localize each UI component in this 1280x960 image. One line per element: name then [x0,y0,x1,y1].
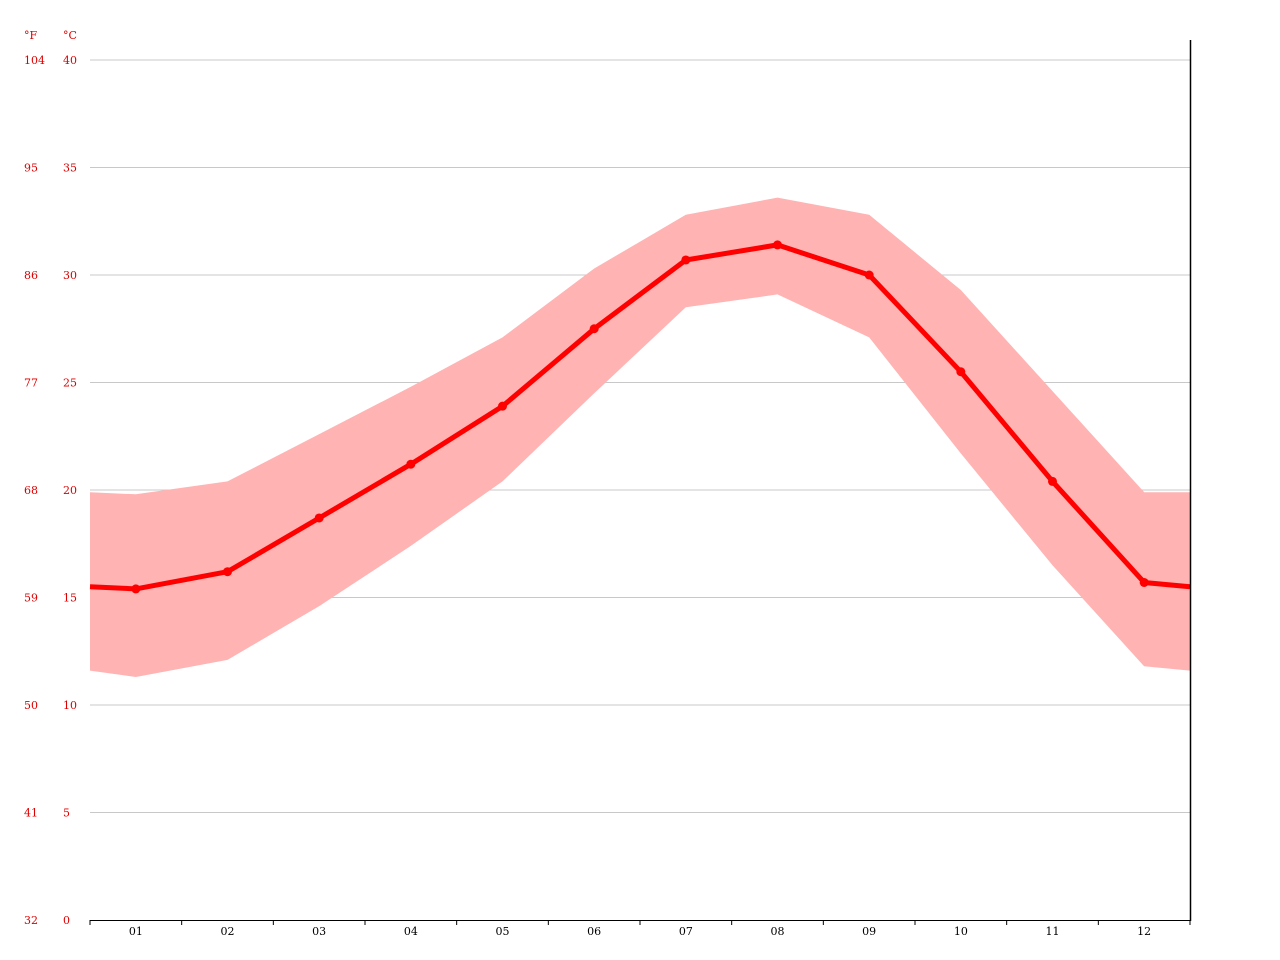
y-tick-celsius: 10 [63,699,77,712]
y-tick-fahrenheit: 77 [24,377,38,390]
x-tick-label: 02 [221,925,235,938]
x-tick-label: 09 [862,925,876,938]
data-point [314,513,324,523]
y-tick-celsius: 25 [63,377,77,390]
y-tick-celsius: 40 [63,54,77,67]
y-tick-celsius: 15 [63,592,77,605]
data-point [681,255,691,265]
y-tick-fahrenheit: 50 [24,699,38,712]
x-tick-label: 04 [404,925,418,938]
y-tick-celsius: 30 [63,269,77,282]
fahrenheit-unit-label: °F [24,29,38,42]
y-tick-celsius: 0 [63,914,70,927]
x-tick-label: 12 [1137,925,1151,938]
range-band [90,197,1190,677]
x-tick-label: 01 [129,925,143,938]
temperature-range-band [90,197,1190,677]
data-point [406,459,416,469]
data-point [589,324,599,334]
y-tick-fahrenheit: 59 [24,592,38,605]
mean-temperature-points [131,240,1149,594]
data-point [1139,577,1149,587]
x-tick-label: 05 [496,925,510,938]
y-tick-celsius: 5 [63,807,70,820]
y-axis-labels: °F °C 0 32 5 41 10 50 15 59 20 68 25 77 30 86 35 95 40 10… [24,29,77,927]
y-tick-fahrenheit: 68 [24,484,38,497]
data-point [131,584,141,594]
y-tick-fahrenheit: 95 [24,162,38,175]
y-tick-celsius: 35 [63,162,77,175]
x-tick-label: 03 [312,925,326,938]
data-point [864,270,874,280]
x-tick-label: 10 [954,925,968,938]
data-point [1048,476,1057,486]
data-point [498,401,507,411]
x-tick-label: 11 [1046,925,1060,938]
y-tick-fahrenheit: 104 [24,54,45,67]
data-point [773,240,782,250]
x-tick-label: 07 [679,925,693,938]
x-tick-label: 06 [587,925,601,938]
y-tick-fahrenheit: 32 [24,914,38,927]
data-point [223,567,232,577]
y-tick-fahrenheit: 41 [24,807,38,820]
celsius-unit-label: °C [63,29,77,42]
mean-line [89,242,1191,592]
data-point [956,367,966,377]
y-tick-celsius: 20 [63,484,77,497]
mean-temperature-line [89,242,1191,592]
y-tick-fahrenheit: 86 [24,269,38,282]
x-tick-label: 08 [771,925,785,938]
x-axis-labels: 01 02 03 04 05 06 07 08 09 10 11 12 [129,925,1151,938]
axes [89,40,1192,925]
